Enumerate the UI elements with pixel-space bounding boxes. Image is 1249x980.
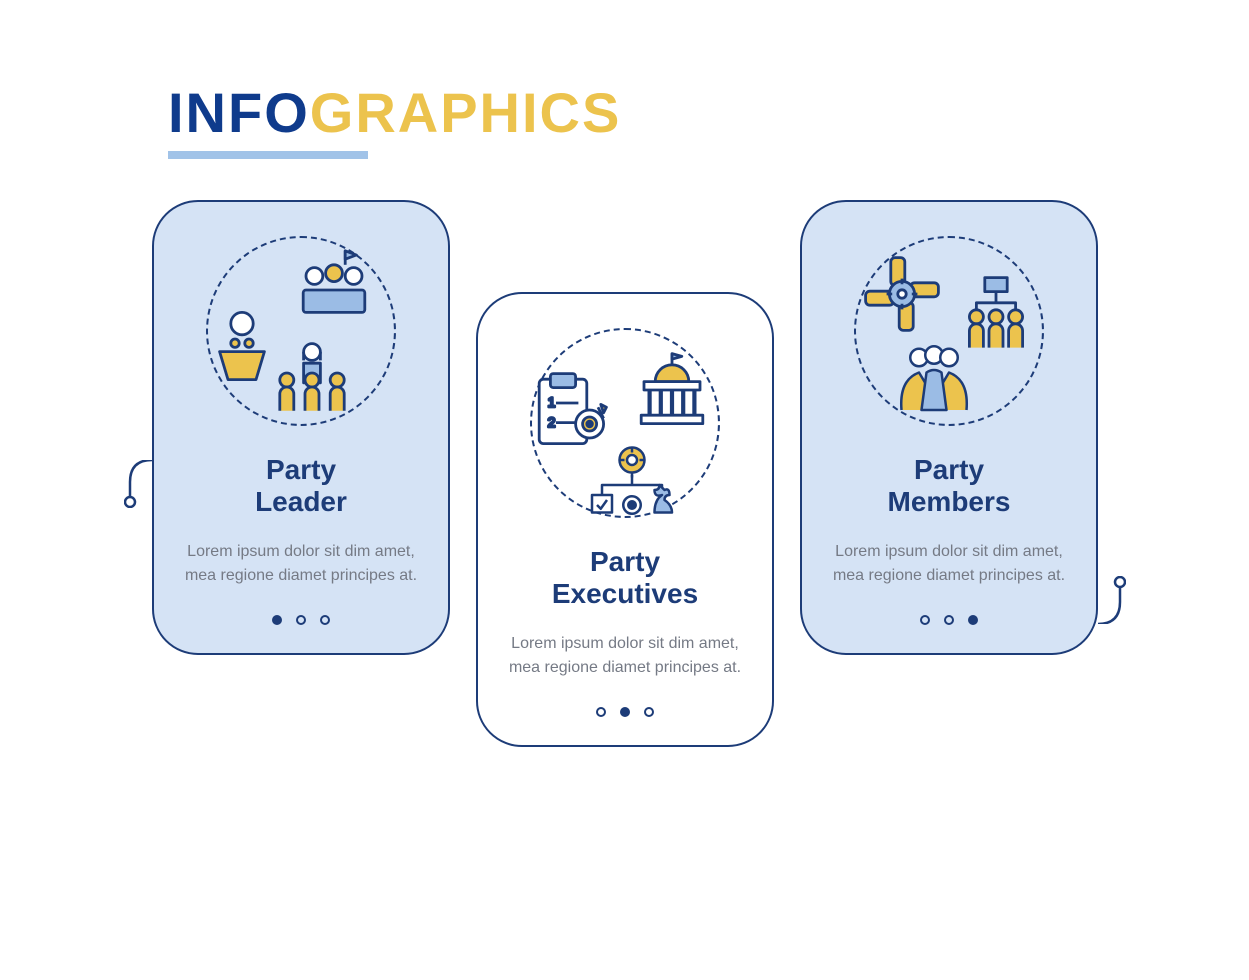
card-leader-outer: PartyLeader Lorem ipsum dolor sit dim am… (152, 200, 450, 655)
svg-text:1: 1 (548, 394, 556, 410)
dot-1 (296, 615, 306, 625)
card-leader: PartyLeader Lorem ipsum dolor sit dim am… (152, 200, 450, 655)
team-huddle-icon (884, 338, 984, 422)
panel-icon (292, 248, 376, 332)
capitol-icon (630, 348, 714, 432)
card-executives-outer: 1 2 (476, 292, 774, 747)
card-body: Lorem ipsum dolor sit dim amet, mea regi… (505, 632, 745, 678)
dot-2 (968, 615, 978, 625)
title-part-graphics: GRAPHICS (310, 81, 622, 144)
dot-1 (944, 615, 954, 625)
hands-gear-icon (860, 252, 944, 336)
card-body: Lorem ipsum dolor sit dim amet, mea regi… (829, 540, 1069, 586)
title-part-info: INFO (168, 81, 310, 144)
card-dots (272, 615, 330, 625)
card-body: Lorem ipsum dolor sit dim amet, mea regi… (181, 540, 421, 586)
svg-text:2: 2 (548, 414, 556, 430)
title-underline (168, 151, 368, 159)
card-title: PartyMembers (888, 454, 1011, 518)
dot-1 (620, 707, 630, 717)
dot-0 (272, 615, 282, 625)
dot-2 (644, 707, 654, 717)
page-title: INFOGRAPHICS (168, 80, 621, 145)
card-members: PartyMembers Lorem ipsum dolor sit dim a… (800, 200, 1098, 655)
strategy-icon (582, 438, 682, 522)
dot-0 (920, 615, 930, 625)
party-leader-icon (196, 226, 406, 436)
cards-row: PartyLeader Lorem ipsum dolor sit dim am… (152, 200, 1098, 747)
card-title: PartyLeader (255, 454, 347, 518)
card-title: PartyExecutives (552, 546, 698, 610)
card-dots (920, 615, 978, 625)
card-members-outer: PartyMembers Lorem ipsum dolor sit dim a… (800, 200, 1098, 655)
dot-2 (320, 615, 330, 625)
crowd-icon (270, 338, 354, 422)
party-executives-icon: 1 2 (520, 318, 730, 528)
page-title-block: INFOGRAPHICS (168, 80, 621, 159)
card-dots (596, 707, 654, 717)
party-members-icon (844, 226, 1054, 436)
card-executives: 1 2 (476, 292, 774, 747)
dot-0 (596, 707, 606, 717)
